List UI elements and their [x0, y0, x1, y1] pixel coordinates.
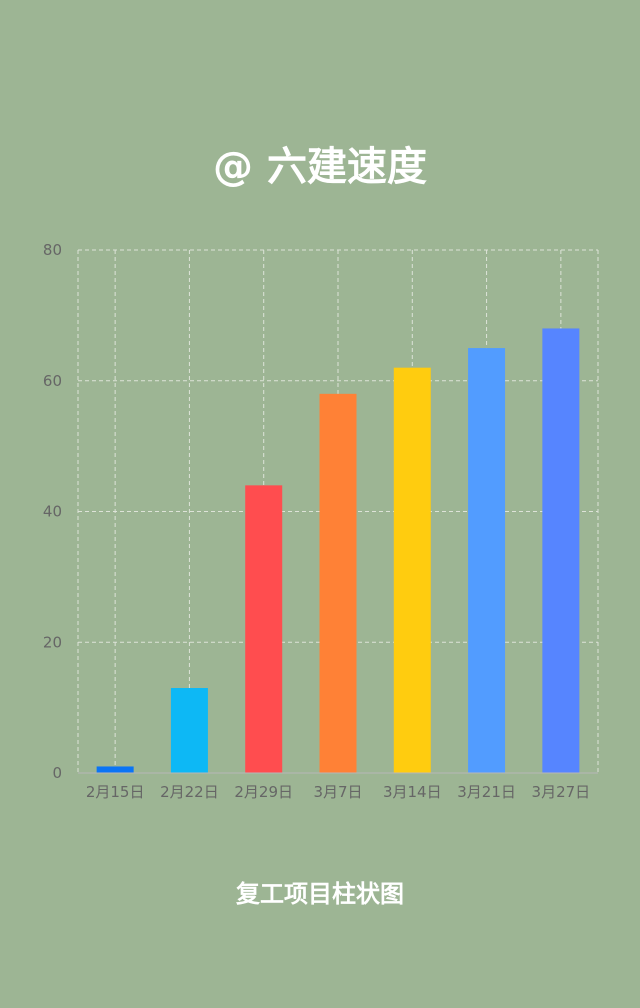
x-tick-label: 3月7日: [313, 783, 362, 801]
chart-title: @ 六建速度: [213, 144, 427, 190]
x-tick-label: 3月14日: [383, 783, 442, 801]
bar: [542, 328, 580, 773]
bar: [319, 393, 357, 773]
y-tick-label: 0: [52, 764, 62, 782]
bar: [170, 688, 208, 773]
x-tick-label: 3月27日: [532, 783, 591, 801]
x-tick-label: 2月29日: [234, 783, 293, 801]
bar: [245, 485, 283, 773]
y-tick-label: 40: [43, 503, 62, 521]
chart-subtitle: 复工项目柱状图: [236, 880, 404, 908]
bar: [96, 766, 134, 773]
bar: [393, 367, 431, 773]
x-tick-label: 2月22日: [160, 783, 219, 801]
x-tick-label: 2月15日: [86, 783, 145, 801]
y-tick-label: 80: [43, 241, 62, 259]
y-tick-label: 20: [43, 633, 62, 651]
y-tick-label: 60: [43, 372, 62, 390]
x-tick-label: 3月21日: [457, 783, 516, 801]
bar: [468, 348, 506, 773]
